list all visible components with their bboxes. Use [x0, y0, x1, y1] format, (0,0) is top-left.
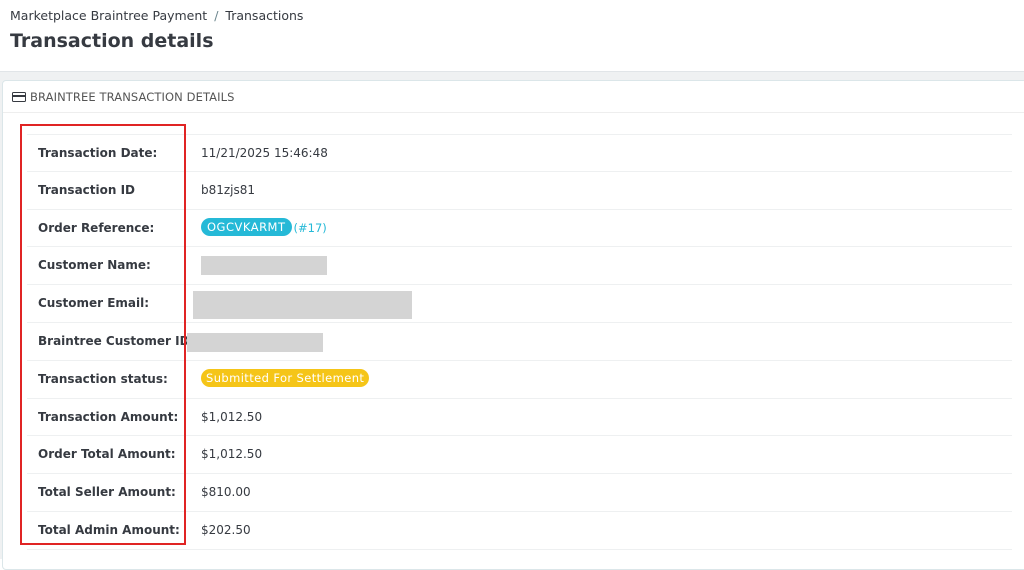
detail-label: Transaction status: [38, 371, 168, 386]
detail-label: Customer Email: [38, 296, 150, 311]
detail-value: Submitted For Settlement [201, 368, 370, 387]
redacted-value [187, 332, 323, 352]
detail-value: b81zjs81 [201, 182, 256, 197]
detail-label: Order Total Amount: [38, 447, 176, 462]
redacted-value [201, 256, 327, 276]
detail-value: 11/21/2025 15:46:48 [201, 146, 328, 160]
details-table: Transaction Date: 11/21/2025 15:46:48 Tr… [27, 134, 1012, 550]
detail-label: Total Admin Amount: [38, 522, 180, 537]
detail-row-transaction-amount: Transaction Amount: $1,012.50 [27, 399, 1012, 437]
detail-value: $1,012.50 [201, 447, 263, 462]
detail-label: Transaction ID [38, 182, 136, 197]
detail-row-transaction-status: Transaction status: Submitted For Settle… [27, 361, 1012, 399]
page-header: Marketplace Braintree Payment / Transactio… [0, 0, 1024, 72]
credit-card-icon [12, 92, 26, 102]
detail-label: Transaction Amount: [38, 409, 179, 424]
detail-row-order-total-amount: Order Total Amount: $1,012.50 [27, 436, 1012, 475]
detail-label: Braintree Customer ID: [38, 333, 195, 348]
detail-row-order-reference: Order Reference: OGCVKARMT (#17) [27, 210, 1012, 248]
detail-value: $202.50 [201, 522, 251, 537]
breadcrumb-link-transactions[interactable]: Transactions [225, 8, 304, 23]
detail-row-customer-name: Customer Name: [27, 247, 1012, 286]
detail-value: $1,012.50 [201, 409, 263, 424]
redacted-value [193, 291, 412, 320]
page-title: Transaction details [10, 30, 214, 52]
panel-heading: BRAINTREE TRANSACTION DETAILS [3, 81, 1024, 113]
breadcrumb: Marketplace Braintree Payment / Transactio… [10, 8, 303, 23]
detail-label: Order Reference: [38, 220, 155, 235]
detail-row-total-seller-amount: Total Seller Amount: $810.00 [27, 474, 1012, 512]
order-reference-badge[interactable]: OGCVKARMT [201, 217, 292, 236]
detail-row-transaction-id: Transaction ID b81zjs81 [27, 172, 1012, 210]
detail-row-transaction-date: Transaction Date: 11/21/2025 15:46:48 [27, 134, 1012, 172]
breadcrumb-link-marketplace[interactable]: Marketplace Braintree Payment [10, 8, 208, 23]
detail-label: Total Seller Amount: [38, 485, 176, 500]
detail-value: $810.00 [201, 485, 251, 500]
panel-title: BRAINTREE TRANSACTION DETAILS [30, 90, 235, 104]
detail-label: Customer Name: [38, 258, 151, 273]
label-highlight-box [20, 124, 186, 545]
order-number-link[interactable]: (#17) [293, 221, 327, 236]
detail-value: OGCVKARMT (#17) [201, 217, 327, 236]
detail-row-total-admin-amount: Total Admin Amount: $202.50 [27, 512, 1012, 550]
status-badge: Submitted For Settlement [201, 368, 370, 387]
breadcrumb-separator: / [214, 8, 219, 23]
transaction-details-panel: BRAINTREE TRANSACTION DETAILS [2, 80, 1024, 570]
detail-row-braintree-customer-id: Braintree Customer ID: [27, 323, 1012, 361]
detail-label: Transaction Date: [38, 146, 158, 160]
detail-row-customer-email: Customer Email: [27, 285, 1012, 323]
